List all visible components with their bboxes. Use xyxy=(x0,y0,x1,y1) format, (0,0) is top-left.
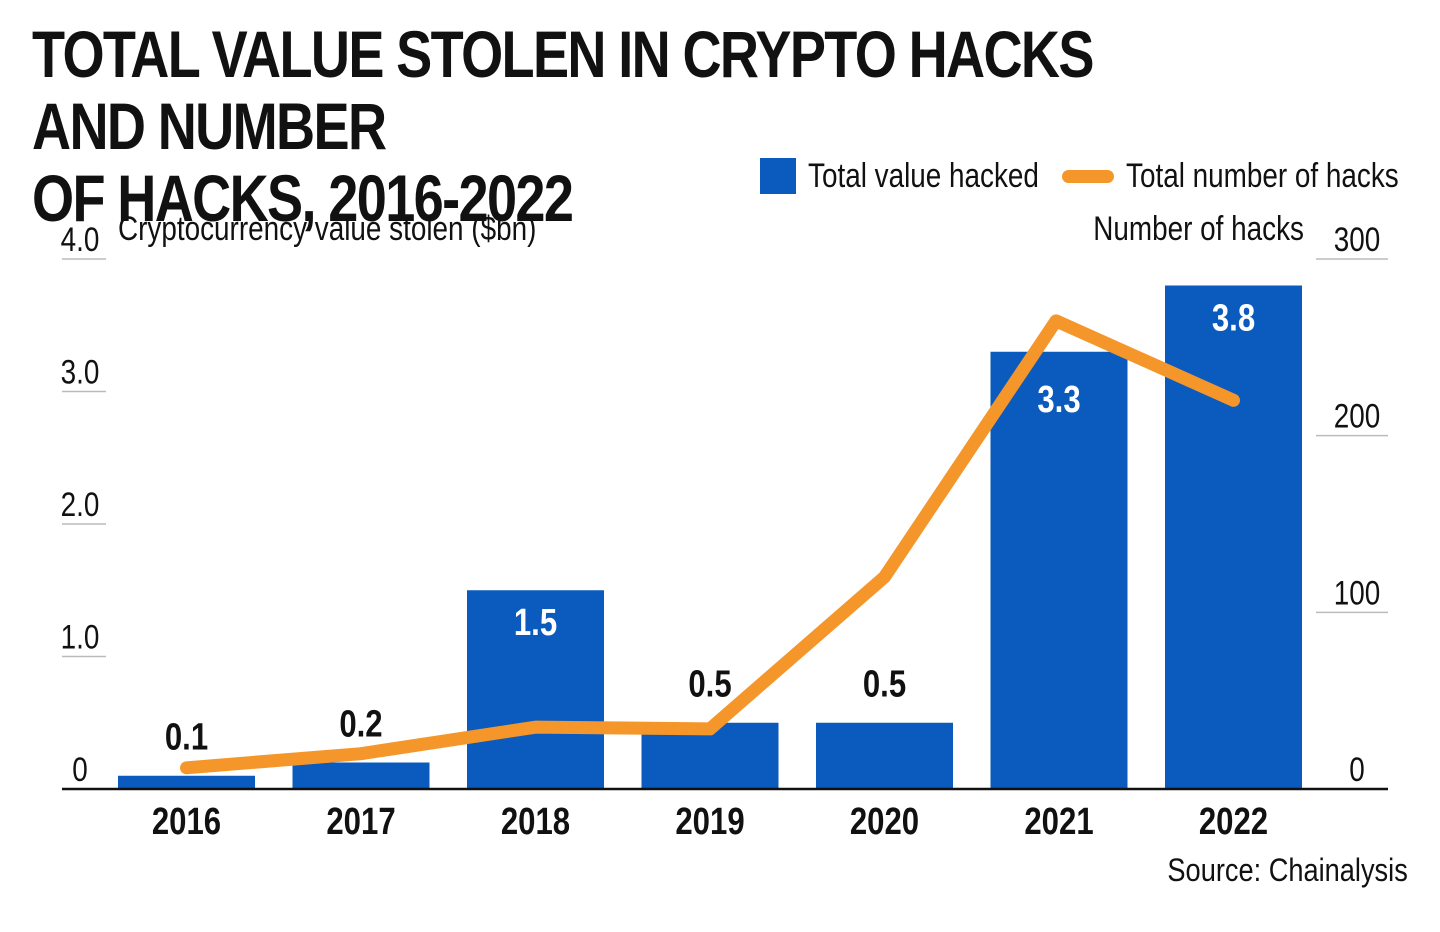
left-axis-tick-label: 1.0 xyxy=(61,618,100,656)
bar-value-label-2016: 0.1 xyxy=(165,717,208,759)
right-axis-tick-label: 100 xyxy=(1334,574,1381,612)
legend-item-line: Total number of hacks xyxy=(1062,152,1440,200)
left-axis-tick-label: 3.0 xyxy=(61,353,100,391)
x-axis-label-2018: 2018 xyxy=(501,801,570,843)
chart-title-line-1: TOTAL VALUE STOLEN IN CRYPTO HACKS AND N… xyxy=(32,17,1094,163)
bar-2020 xyxy=(816,722,953,789)
legend-bar-swatch xyxy=(760,158,796,194)
bar-value-label-2019: 0.5 xyxy=(688,664,731,706)
x-axis-label-2019: 2019 xyxy=(675,801,744,843)
x-axis-label-2016: 2016 xyxy=(152,801,221,843)
legend-line-label: Total number of hacks xyxy=(1126,156,1399,195)
left-axis-tick-label: 2.0 xyxy=(61,485,100,523)
chart-title: TOTAL VALUE STOLEN IN CRYPTO HACKS AND N… xyxy=(32,18,1164,234)
chart-title-line-2: OF HACKS, 2016-2022 xyxy=(32,161,574,235)
left-axis-title: Cryptocurrency value stolen ($bn) xyxy=(118,210,537,248)
x-axis-label-2020: 2020 xyxy=(850,801,919,843)
x-axis-label-2021: 2021 xyxy=(1024,801,1093,843)
right-axis-title: Number of hacks xyxy=(1093,210,1304,248)
left-axis-tick-label: 4.0 xyxy=(61,220,100,258)
bar-value-label-2022: 3.8 xyxy=(1212,298,1255,340)
x-axis-label-2017: 2017 xyxy=(326,801,395,843)
bar-2021 xyxy=(990,351,1128,789)
bar-2018 xyxy=(467,590,604,789)
bar-value-label-2018: 1.5 xyxy=(514,602,557,644)
bar-value-label-2020: 0.5 xyxy=(863,664,906,706)
source-note: Source: Chainalysis xyxy=(1167,852,1408,888)
right-axis-tick-label: 0 xyxy=(1349,750,1365,788)
bar-2016 xyxy=(118,775,255,789)
left-axis-tick-label: 0 xyxy=(72,750,88,788)
bar-value-label-2017: 0.2 xyxy=(339,704,382,746)
right-axis-tick-label: 300 xyxy=(1334,220,1381,258)
legend-item-bar: Total value hacked xyxy=(760,152,1090,200)
legend-line-swatch xyxy=(1062,169,1114,183)
legend-bar-label: Total value hacked xyxy=(808,156,1039,195)
bar-2017 xyxy=(292,762,430,789)
right-axis-tick-label: 200 xyxy=(1334,397,1381,435)
bar-2022 xyxy=(1165,285,1302,789)
bar-value-label-2021: 3.3 xyxy=(1037,379,1080,421)
x-axis-label-2022: 2022 xyxy=(1199,801,1268,843)
